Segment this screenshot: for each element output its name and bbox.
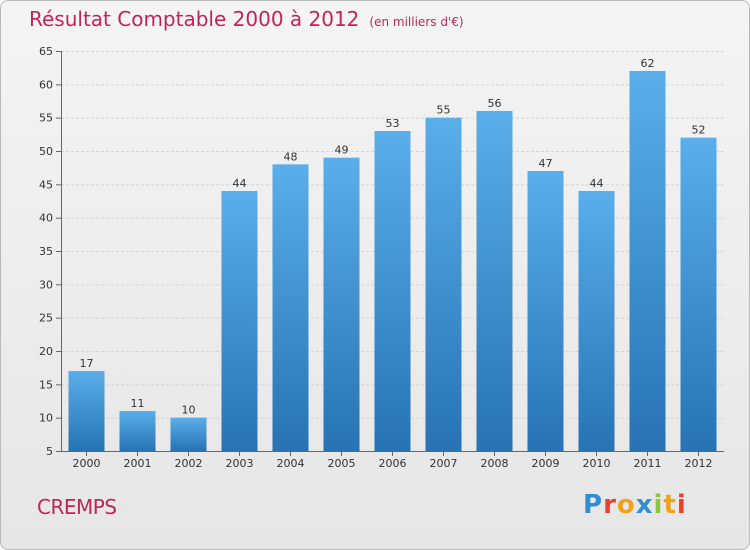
x-tick-label: 2011 [634,457,662,470]
data-label: 56 [488,97,502,110]
commune-name: CREMPS [37,495,117,519]
logo-letter: o [616,490,636,520]
x-tick-label: 2007 [430,457,458,470]
x-tick-label: 2002 [175,457,203,470]
data-label: 49 [335,144,349,157]
y-tick-label: 30 [39,278,53,291]
x-tick-label: 2000 [73,457,101,470]
x-tick-label: 2005 [328,457,356,470]
bar [425,117,462,452]
bar [629,71,666,451]
data-label: 17 [80,357,94,370]
data-label: 62 [641,57,655,70]
chart-title-text: Résultat Comptable 2000 à 2012 [29,7,360,31]
logo-letter: x [635,490,654,520]
data-label: 47 [539,157,553,170]
bar [578,191,615,451]
data-label: 48 [284,150,298,163]
proxiti-logo[interactable]: Proxiti [583,490,687,520]
data-label: 44 [233,177,247,190]
x-tick-label: 2001 [124,457,152,470]
chart-title: Résultat Comptable 2000 à 2012 (en millie… [29,7,464,31]
logo-letter: P [583,490,604,520]
x-tick-label: 2012 [685,457,713,470]
logo-letter: i [676,490,687,520]
logo-letter: t [663,490,677,520]
y-tick-label: 50 [39,145,53,158]
data-label: 11 [131,397,145,410]
y-tick-label: 20 [39,345,53,358]
bar [476,111,513,451]
data-label: 52 [692,124,706,137]
y-tick-label: 60 [39,78,53,91]
data-label: 53 [386,117,400,130]
bar [680,137,717,451]
y-tick-label: 55 [39,112,53,125]
chart-unit: (en milliers d'€) [369,15,464,29]
logo-letter: r [603,490,617,520]
x-tick-label: 2003 [226,457,254,470]
y-tick-label: 5 [46,445,53,458]
y-tick-label: 45 [39,178,53,191]
logo-letter: i [653,490,664,520]
x-tick-label: 2004 [277,457,305,470]
y-tick-label: 25 [39,312,53,325]
bar [119,411,156,451]
y-tick-label: 10 [39,412,53,425]
data-label: 55 [437,104,451,117]
y-tick-label: 35 [39,245,53,258]
bar [374,131,411,451]
y-tick-label: 40 [39,212,53,225]
y-tick-label: 65 [39,45,53,58]
x-tick-label: 2009 [532,457,560,470]
bar [170,417,207,451]
y-tick-label: 15 [39,378,53,391]
bar [323,157,360,451]
bar [68,371,105,451]
x-tick-label: 2006 [379,457,407,470]
x-tick-label: 2008 [481,457,509,470]
data-label: 10 [182,404,196,417]
x-tick-label: 2010 [583,457,611,470]
data-label: 44 [590,177,604,190]
bar [527,171,564,451]
bar [272,164,309,452]
bar [221,191,258,451]
